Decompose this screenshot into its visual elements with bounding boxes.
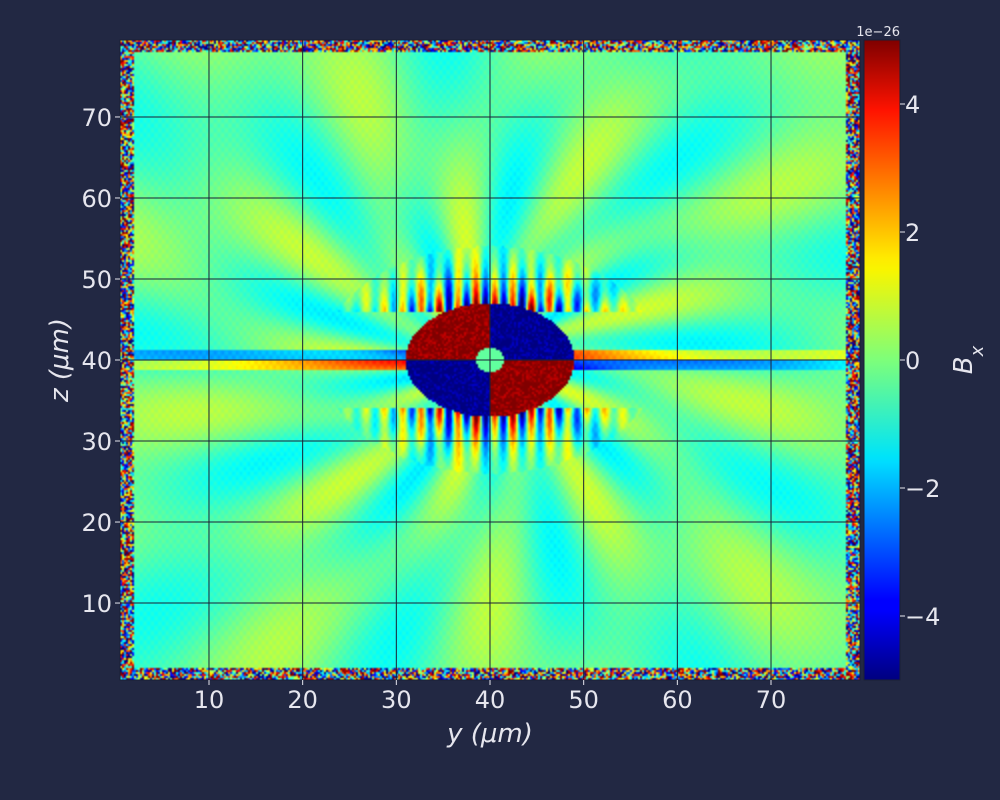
y-tick-label: 50 <box>81 266 112 294</box>
x-tick-label: 50 <box>568 686 599 714</box>
x-tick-label: 60 <box>662 686 693 714</box>
y-axis-label: z (μm) <box>45 318 75 403</box>
colorbar-gradient <box>864 40 900 680</box>
x-axis-ticks: 10 20 30 40 50 60 70 <box>194 680 787 714</box>
y-tick-label: 60 <box>81 185 112 213</box>
y-tick-label: 40 <box>81 347 112 375</box>
heatmap-plot <box>120 40 860 680</box>
colorbar-label-sub: x <box>967 345 988 357</box>
y-tick-label: 70 <box>81 104 112 132</box>
grid-lines <box>120 40 860 680</box>
x-tick-label: 70 <box>756 686 787 714</box>
y-tick-label: 30 <box>81 428 112 456</box>
y-tick-label: 20 <box>81 509 112 537</box>
x-tick-label: 40 <box>475 686 506 714</box>
x-axis-label: y (μm) <box>446 719 533 749</box>
x-tick-label: 30 <box>381 686 412 714</box>
colorbar-tick-label: −4 <box>905 603 940 631</box>
y-tick-label: 10 <box>81 590 112 618</box>
colorbar-tick-label: −2 <box>905 475 940 503</box>
x-tick-label: 10 <box>194 686 225 714</box>
colorbar-ticks: −4 −2 0 2 4 <box>900 91 940 631</box>
x-tick-label: 20 <box>287 686 318 714</box>
colorbar-label: Bx <box>949 345 988 374</box>
y-axis-ticks: 10 20 30 40 50 60 70 <box>81 104 120 618</box>
colorbar-label-main: B <box>949 356 979 374</box>
colorbar-offset-text: 1e−26 <box>856 25 900 40</box>
colorbar: −4 −2 0 2 4 1e−26 Bx <box>856 25 988 681</box>
colorbar-tick-label: 4 <box>905 91 920 119</box>
colorbar-tick-label: 2 <box>905 219 920 247</box>
colorbar-tick-label: 0 <box>905 347 920 375</box>
